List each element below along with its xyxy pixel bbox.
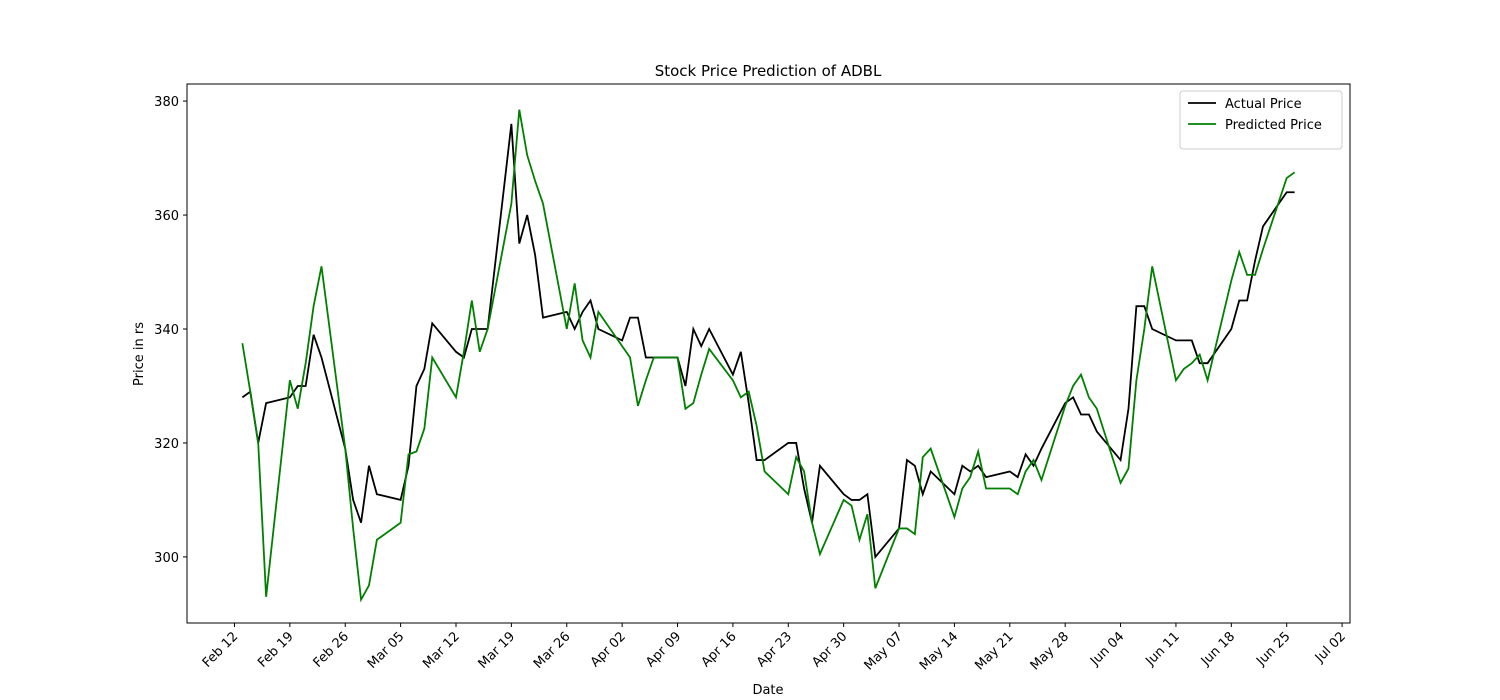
x-tick-label: Apr 30 — [809, 629, 850, 670]
x-tick-label: Feb 12 — [200, 629, 242, 671]
y-tick-label: 300 — [154, 551, 179, 566]
legend-box — [1179, 90, 1343, 150]
price-line — [241, 109, 1296, 603]
y-tick-label: 380 — [154, 95, 179, 110]
x-tick-label: Feb 26 — [311, 629, 353, 671]
x-tick-label: Jul 02 — [1312, 629, 1349, 666]
x-tick-label: Jun 11 — [1142, 629, 1182, 669]
chart-title: Stock Price Prediction of ADBL — [655, 62, 882, 80]
x-tick-label: Jun 25 — [1253, 629, 1293, 669]
x-tick-label: Mar 12 — [420, 629, 463, 672]
x-tick-label: Jun 18 — [1198, 629, 1238, 669]
x-axis-label: Date — [752, 683, 783, 698]
legend-label: Actual Price — [1225, 97, 1302, 112]
y-tick-label: 320 — [154, 437, 179, 452]
y-tick-label: 340 — [154, 323, 179, 338]
x-tick-label: May 28 — [1028, 629, 1072, 673]
x-tick-label: Feb 19 — [255, 629, 297, 671]
y-axis-label: Price in rs — [132, 322, 147, 386]
x-tick-label: Apr 09 — [643, 629, 684, 670]
x-tick-label: Jun 04 — [1087, 629, 1127, 669]
x-tick-label: Apr 23 — [754, 629, 795, 670]
x-tick-label: May 14 — [917, 629, 961, 673]
x-tick-label: Mar 26 — [531, 629, 574, 672]
price-line — [241, 123, 1295, 560]
x-tick-label: Mar 19 — [476, 629, 519, 672]
x-tick-label: Apr 02 — [588, 629, 629, 670]
x-tick-label: Mar 05 — [365, 629, 408, 672]
x-tick-label: Apr 16 — [699, 629, 740, 670]
y-tick-label: 360 — [154, 209, 179, 224]
x-tick-label: May 07 — [862, 629, 906, 673]
legend-label: Predicted Price — [1225, 118, 1322, 133]
plot-frame — [186, 83, 1351, 624]
x-tick-label: May 21 — [972, 629, 1016, 673]
